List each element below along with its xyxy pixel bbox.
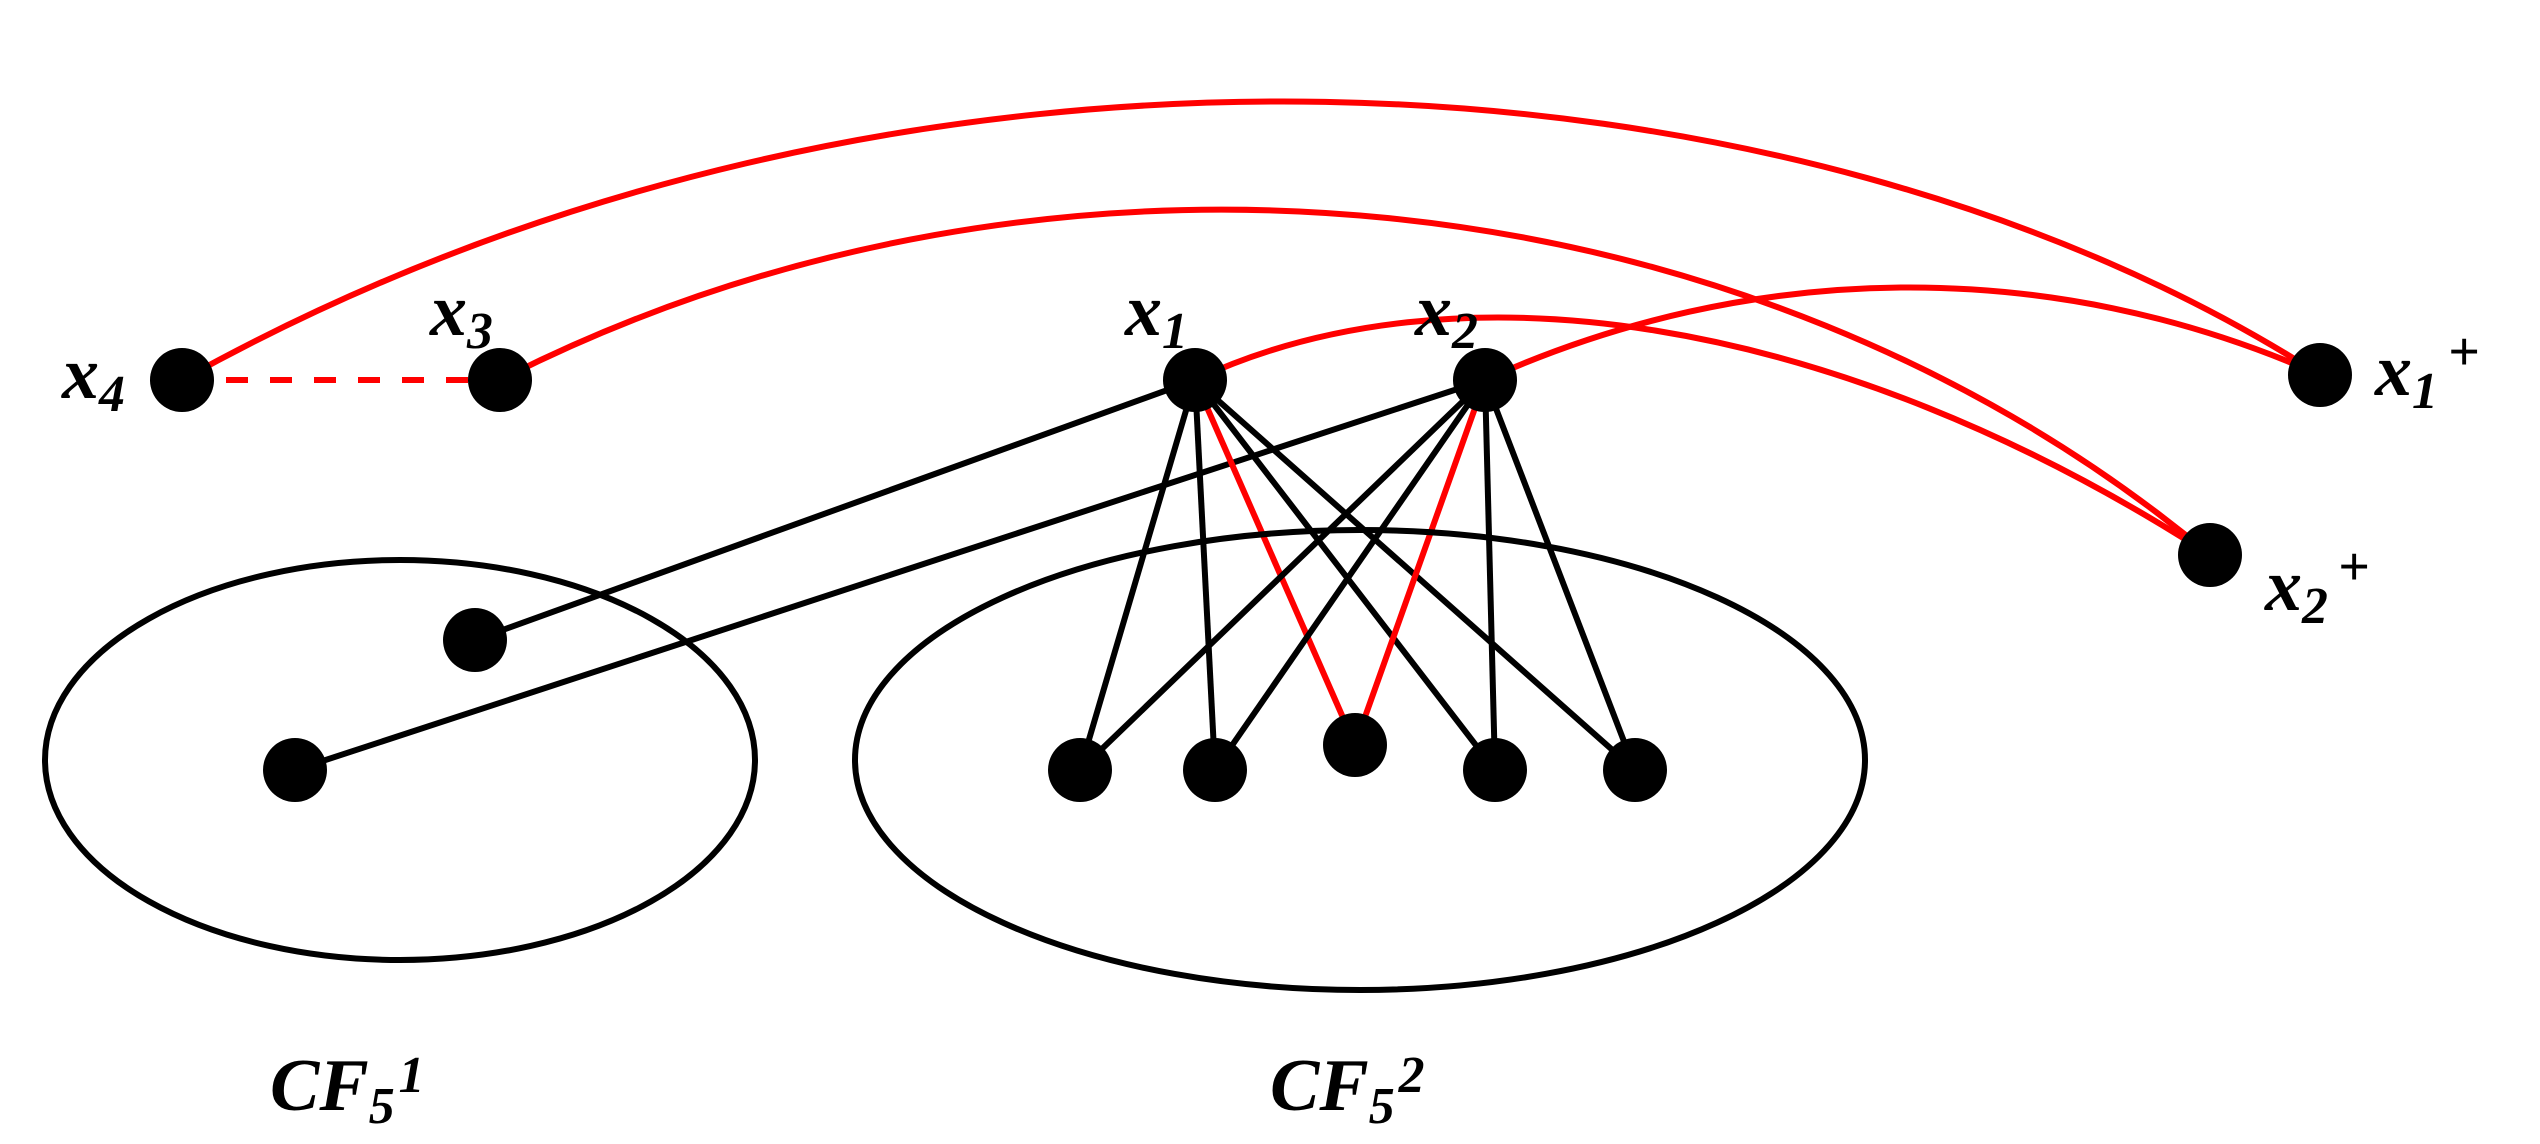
graph-node [1048,738,1112,802]
edge [1485,380,1495,770]
edge [1355,380,1485,745]
node-label: x2+ [2264,537,2370,635]
cluster-label: CF51 [270,1045,425,1135]
edge [1485,380,1635,770]
node-label: x1+ [2374,322,2480,420]
node-label: x3 [429,270,493,360]
cluster-ellipse [45,560,755,960]
edge [295,380,1485,770]
graph-node [2178,523,2242,587]
edge [1195,380,1215,770]
graph-node [1603,738,1667,802]
edge [1195,380,1355,745]
edge [1215,380,1485,770]
edge-curve [182,101,2320,380]
graph-node [2288,343,2352,407]
cluster-label: CF52 [1270,1045,1425,1135]
graph-node [263,738,327,802]
edge [1195,380,1495,770]
node-layer [150,343,2352,802]
graph-diagram: CF51 CF52 x4 x3 x1 x2 x1+ x2+ [0,0,2540,1144]
edge [1080,380,1485,770]
graph-node [1183,738,1247,802]
node-label: x2 [1414,270,1478,360]
edge-layer [182,101,2320,770]
edge-curve [1195,318,2210,555]
graph-node [1323,713,1387,777]
graph-node [150,348,214,412]
graph-node [1463,738,1527,802]
label-layer: CF51 CF52 x4 x3 x1 x2 x1+ x2+ [61,270,2480,1135]
node-label: x4 [61,333,125,423]
graph-node [443,608,507,672]
node-label: x1 [1124,270,1188,360]
